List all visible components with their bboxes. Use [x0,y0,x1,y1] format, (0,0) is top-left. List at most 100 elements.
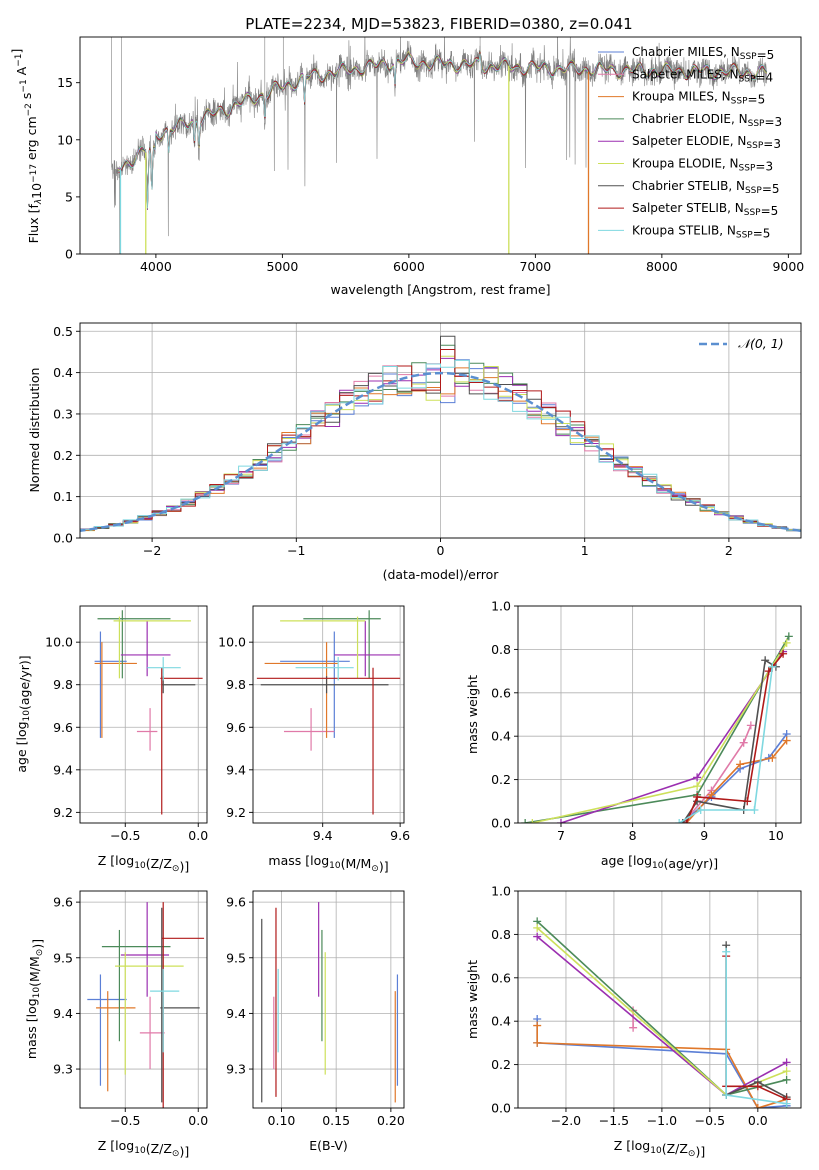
label-part: ] [9,49,24,54]
y-tick-label: 9.4 [226,762,246,777]
label-part: )] [695,1144,705,1159]
x-axis-label: Z [log10(Z/Z⊙)] [98,1138,189,1159]
weight-point-marker [675,819,684,823]
y-tick-label: 9.4 [53,762,73,777]
weight-point-marker [782,1075,791,1084]
x-tick-label: 10 [768,828,784,843]
plot-area [521,632,793,823]
label-part: =3 [755,160,773,174]
age-vs-mass-panel: 9.4 9.6 9.2 9.4 9.6 9.8 10.0 mass [log10(M/M⊙)] [218,605,410,874]
y-tick-label: 0.8 [491,927,511,942]
weight-point-marker [743,797,752,806]
weight-point-marker [736,760,745,769]
weight-point-marker [528,819,537,823]
x-tick-label: −0.5 [110,1113,140,1128]
label-part: ⊙ [688,1149,696,1159]
label-part: 10 [22,710,32,722]
label-part: SSP [744,208,761,218]
label-part: =5 [762,182,780,196]
y-tick-label: 0.8 [491,642,511,657]
label-part: ⊙ [172,1149,180,1159]
y-tick-label: 0 [65,247,73,262]
label-part: Chabrier STELIB, N [632,179,745,193]
y-tick-label: 9.4 [226,1006,246,1021]
legend-entry: Chabrier MILES, NSSP=5 [632,45,774,62]
plot-area [94,610,203,815]
weight-point-marker [693,792,702,801]
label-part: 10 [29,183,44,199]
y-tick-label: 9.3 [226,1062,246,1077]
x-tick-label: 1 [581,543,589,558]
plot-area [256,610,401,815]
y-axis-label: Normed distribution [27,368,42,493]
label-part: 10 [650,1146,662,1156]
legend-entry: 𝒩(0, 1) [738,336,784,351]
x-axis-label: age [log10(age/yr)] [601,853,718,871]
label-part: )] [379,859,389,874]
weight-point-marker [782,736,791,745]
weight-point-marker [782,1058,791,1067]
x-tick-label: −1.0 [647,1113,677,1128]
plot-area [533,917,791,1108]
label-part: Kroupa MILES, N [632,90,731,104]
label-part: SSP [739,164,756,174]
weight-point-marker [750,805,759,814]
label-part: SSP [731,97,748,107]
label-part: erg cm [24,116,39,164]
weight-series-line [725,951,787,1105]
y-tick-label: 9.6 [226,895,246,910]
x-tick-label: 8 [629,828,637,843]
weight-point-marker [768,662,777,671]
label-part: (age/yr)] [17,655,32,710]
x-tick-label: 9000 [772,259,804,274]
y-tick-label: 9.5 [53,950,73,965]
weight-point-marker [693,773,702,782]
axes-frame [79,36,802,255]
label-part: SSP [745,186,762,196]
x-tick-label: 4000 [140,259,172,274]
x-tick-label: 9.4 [313,828,333,843]
x-axis-label: Z [log10(Z/Z⊙)] [614,1138,705,1159]
x-tick-label: −2 [143,543,161,558]
label-part: (M/M [27,956,42,987]
axes-frame [252,890,405,1109]
x-axis-label: wavelength [Angstrom, rest frame] [330,282,550,297]
label-part: (Z/Z [146,856,172,871]
axes-frame [79,890,208,1109]
observed-spectrum-line [111,37,768,254]
label-part: (Z/Z [146,1141,172,1156]
label-part: SSP [739,74,756,84]
y-tick-label: 0.0 [53,531,73,546]
y-tick-label: 1.0 [491,884,511,899]
x-axis-label: Z [log10(Z/Z⊙)] [98,853,189,874]
weight-point-marker [739,738,748,747]
y-tick-label: 15 [57,75,73,90]
weight-point-marker [722,947,731,956]
label-part: −17 [29,164,39,183]
weight-point-marker [693,782,702,791]
model-spectrum-line [117,53,768,209]
label-part: age [log [601,853,652,868]
legend-entry: Salpeter MILES, NSSP=4 [632,67,773,84]
x-tick-label: 7 [557,828,565,843]
y-tick-label: 0.4 [491,1014,511,1029]
x-axis-label: mass [log10(M/M⊙)] [268,853,388,874]
x-tick-label: 6000 [393,259,425,274]
weight-point-marker [746,721,755,730]
label-part: )] [179,1144,189,1159]
y-tick-label: 9.2 [226,805,246,820]
x-tick-label: 2 [725,543,733,558]
x-tick-label: −1 [287,543,305,558]
label-part: λ [34,199,44,205]
y-axis-label: Flux [fλ10−17 erg cm−2 s−1 A−1] [9,49,44,244]
x-tick-label: 0.15 [322,1113,350,1128]
legend-entry: Kroupa MILES, NSSP=5 [632,90,765,107]
x-tick-label: 8000 [646,259,678,274]
y-tick-label: 9.8 [226,677,246,692]
weight-point-marker [761,656,770,665]
y-tick-label: 0.6 [491,970,511,985]
weight-point-marker [722,1090,731,1099]
x-tick-label: 0.0 [188,828,208,843]
